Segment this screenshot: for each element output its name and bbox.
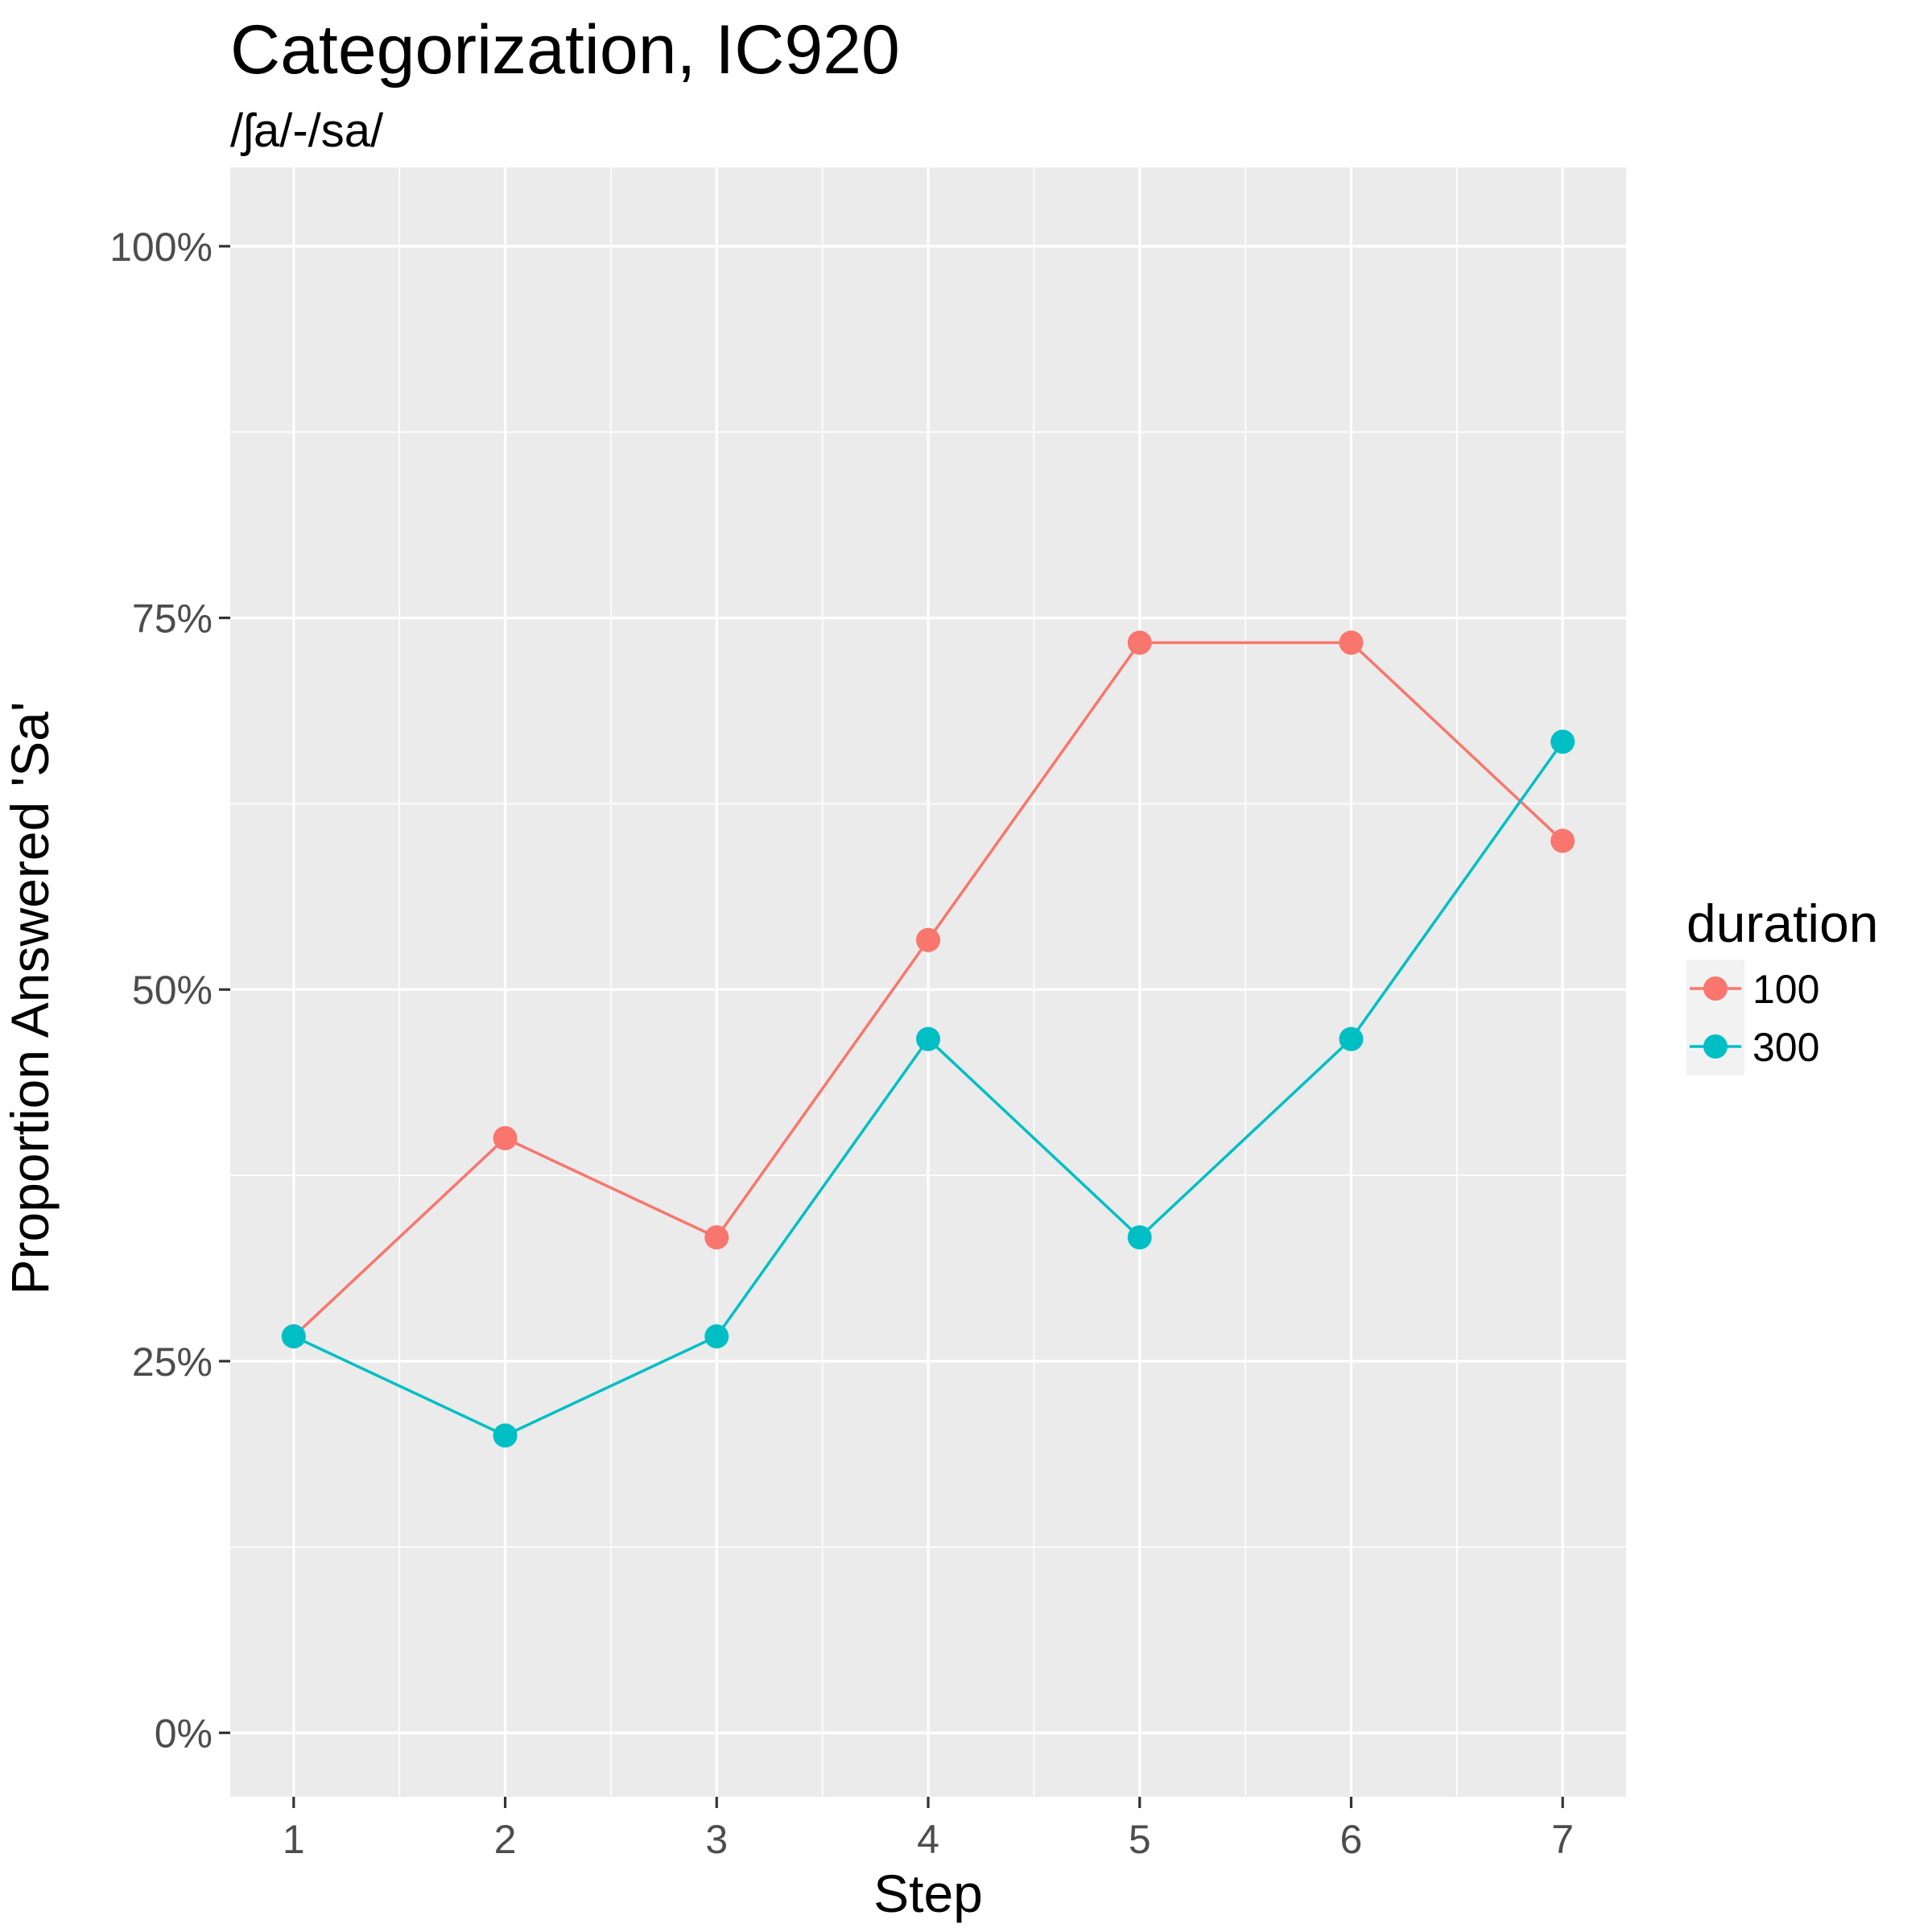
x-tick-label: 3 [705, 1817, 728, 1862]
x-tick-label: 2 [494, 1817, 517, 1862]
data-point-100 [1550, 828, 1575, 853]
chart-title: Categorization, IC920 [230, 11, 900, 89]
major-gridlines [230, 167, 1626, 1797]
x-tick-label: 4 [917, 1817, 939, 1862]
data-point-300 [1127, 1225, 1152, 1250]
data-point-100 [493, 1125, 518, 1150]
data-point-100 [916, 927, 940, 952]
data-point-100 [1127, 630, 1152, 655]
x-tick-label: 6 [1340, 1817, 1363, 1862]
data-point-300 [1339, 1026, 1364, 1051]
y-axis-title: Proportion Answered 'Sa' [0, 702, 60, 1295]
data-point-300 [1550, 729, 1575, 754]
legend-title: duration [1686, 894, 1879, 953]
data-point-100 [1339, 630, 1364, 655]
y-tick-label: 75% [132, 597, 213, 642]
x-tick-label: 5 [1129, 1817, 1151, 1862]
x-tick-label: 7 [1551, 1817, 1574, 1862]
data-point-100 [704, 1225, 729, 1250]
data-point-300 [493, 1423, 518, 1448]
chart-subtitle: /ʃa/-/sa/ [230, 105, 384, 157]
x-tick-label: 1 [283, 1817, 305, 1862]
x-axis: 1 2 3 4 5 6 7 [283, 1797, 1574, 1862]
y-tick-label: 0% [155, 1711, 213, 1757]
legend-key-point [1703, 1034, 1728, 1059]
data-point-300 [704, 1324, 729, 1349]
x-axis-title: Step [873, 1864, 983, 1923]
series-points [281, 630, 1575, 1448]
y-tick-label: 25% [132, 1340, 213, 1385]
legend-key-point [1703, 976, 1728, 1001]
data-point-300 [916, 1026, 940, 1051]
y-tick-label: 100% [109, 225, 213, 270]
legend-label: 300 [1752, 1025, 1819, 1070]
y-tick-label: 50% [132, 968, 213, 1013]
y-axis: 0% 25% 50% 75% 100% [109, 225, 230, 1757]
data-point-300 [281, 1324, 306, 1349]
legend-label: 100 [1752, 967, 1819, 1012]
